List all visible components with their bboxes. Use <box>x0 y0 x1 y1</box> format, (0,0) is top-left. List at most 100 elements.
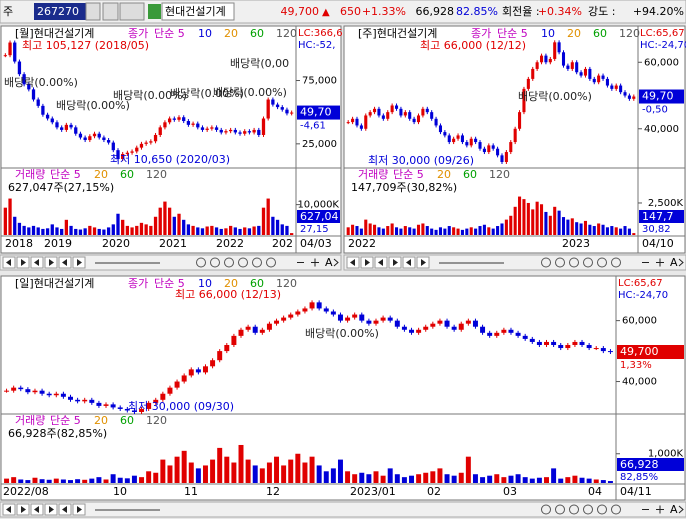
sound-button[interactable] <box>119 2 145 21</box>
candle <box>536 341 542 345</box>
candle <box>302 308 308 312</box>
date-label: 2021 <box>159 237 187 250</box>
volume-bar <box>224 228 228 235</box>
tool-icon[interactable] <box>555 504 565 515</box>
candle <box>359 314 365 321</box>
candle <box>60 127 64 130</box>
tool-icon[interactable] <box>210 257 220 268</box>
candle <box>252 129 256 133</box>
hc-label: HC:-24,70 <box>618 290 668 301</box>
turnover-label: 회전율 : <box>502 5 540 18</box>
volume-bar <box>89 478 95 483</box>
candle <box>472 320 478 327</box>
tool-icon[interactable] <box>597 504 607 515</box>
volume-bar <box>228 225 233 235</box>
candle <box>437 320 443 324</box>
volume-bar <box>259 468 265 483</box>
price-box <box>297 105 340 120</box>
candle <box>529 338 535 342</box>
tool-icon[interactable] <box>611 257 621 268</box>
volume-bar <box>472 474 478 483</box>
ma-legend: 60 <box>250 27 264 40</box>
volume-legend: 단순 5 <box>50 414 81 427</box>
volume-bar <box>515 474 521 483</box>
scroll-text: A <box>670 256 678 269</box>
tool-icon[interactable] <box>583 257 593 268</box>
tool-icon[interactable] <box>224 257 234 268</box>
tool-icon[interactable] <box>238 257 248 268</box>
date-label: 2023 <box>562 237 590 250</box>
candle <box>266 99 270 119</box>
volume-bar <box>243 227 247 235</box>
volume-bar <box>110 474 116 483</box>
candle <box>78 133 83 138</box>
candle <box>274 320 280 324</box>
candle <box>131 410 137 412</box>
volume-bar <box>508 475 514 483</box>
volume-bar <box>553 206 557 235</box>
candle <box>478 142 482 149</box>
volume-bar <box>39 479 45 483</box>
candle <box>160 393 166 400</box>
candle <box>504 152 508 163</box>
dropdown[interactable] <box>85 2 101 21</box>
volume-bar <box>437 468 443 483</box>
volume-bar <box>601 224 605 235</box>
candle <box>588 68 592 79</box>
tool-icon[interactable] <box>541 257 551 268</box>
volume-bar <box>592 226 596 235</box>
tool-icon[interactable] <box>252 257 262 268</box>
candle <box>182 117 186 122</box>
candle <box>245 326 251 330</box>
candle <box>243 131 247 134</box>
tool-icon[interactable] <box>611 504 621 515</box>
tool-icon[interactable] <box>196 257 206 268</box>
volume-ratio-label: 82,85% <box>620 472 658 483</box>
tool-icon[interactable] <box>583 504 593 515</box>
volume-bar <box>83 228 87 235</box>
candle <box>500 155 504 163</box>
volume-bar <box>102 229 106 235</box>
volume-bar <box>491 228 495 235</box>
tool-icon[interactable] <box>569 257 579 268</box>
annotation: 배당락(0.00%) <box>170 87 244 100</box>
volume-bar <box>252 226 256 235</box>
tool-icon[interactable] <box>569 504 579 515</box>
candle <box>55 122 59 128</box>
volume-bar <box>182 219 186 235</box>
price-box-label: 49,70 <box>642 90 674 103</box>
scroll-icon <box>77 506 82 513</box>
lc-label: LC:366,6 <box>298 28 343 39</box>
tool-icon[interactable] <box>541 504 551 515</box>
volume-bar <box>186 224 191 235</box>
tool-icon[interactable] <box>555 257 565 268</box>
candle <box>345 317 351 321</box>
ma-legend: 단순 5 <box>154 277 185 290</box>
price-tick-label: 60,000 <box>644 57 679 68</box>
ma-legend: 120 <box>276 27 297 40</box>
volume-bar <box>518 196 522 235</box>
candle <box>163 122 167 128</box>
annotation: 최고 66,000 (12/12) <box>420 39 526 52</box>
tool-icon[interactable] <box>597 257 607 268</box>
volume-bar <box>97 228 101 235</box>
volume-bar <box>88 225 92 235</box>
code-input[interactable] <box>34 3 86 20</box>
scroll-icon <box>62 506 67 513</box>
scroll-icon <box>365 259 370 266</box>
volume-bar <box>96 477 102 483</box>
volume-bar <box>74 228 78 235</box>
volume-text: 627,047주(27,15%) <box>8 181 114 194</box>
annotation: 배당락(0.00%) <box>4 76 78 89</box>
candle <box>124 408 130 411</box>
search-button[interactable] <box>102 2 119 21</box>
volume-bar <box>575 222 579 235</box>
volume-bar <box>238 228 242 235</box>
code: 267270 <box>37 5 79 18</box>
tool-icon[interactable] <box>266 257 276 268</box>
scroll-icon <box>34 259 39 266</box>
candle <box>575 62 579 73</box>
candle <box>351 118 355 123</box>
volume-bar <box>482 224 486 235</box>
price-tick-label: 40,000 <box>644 124 679 135</box>
